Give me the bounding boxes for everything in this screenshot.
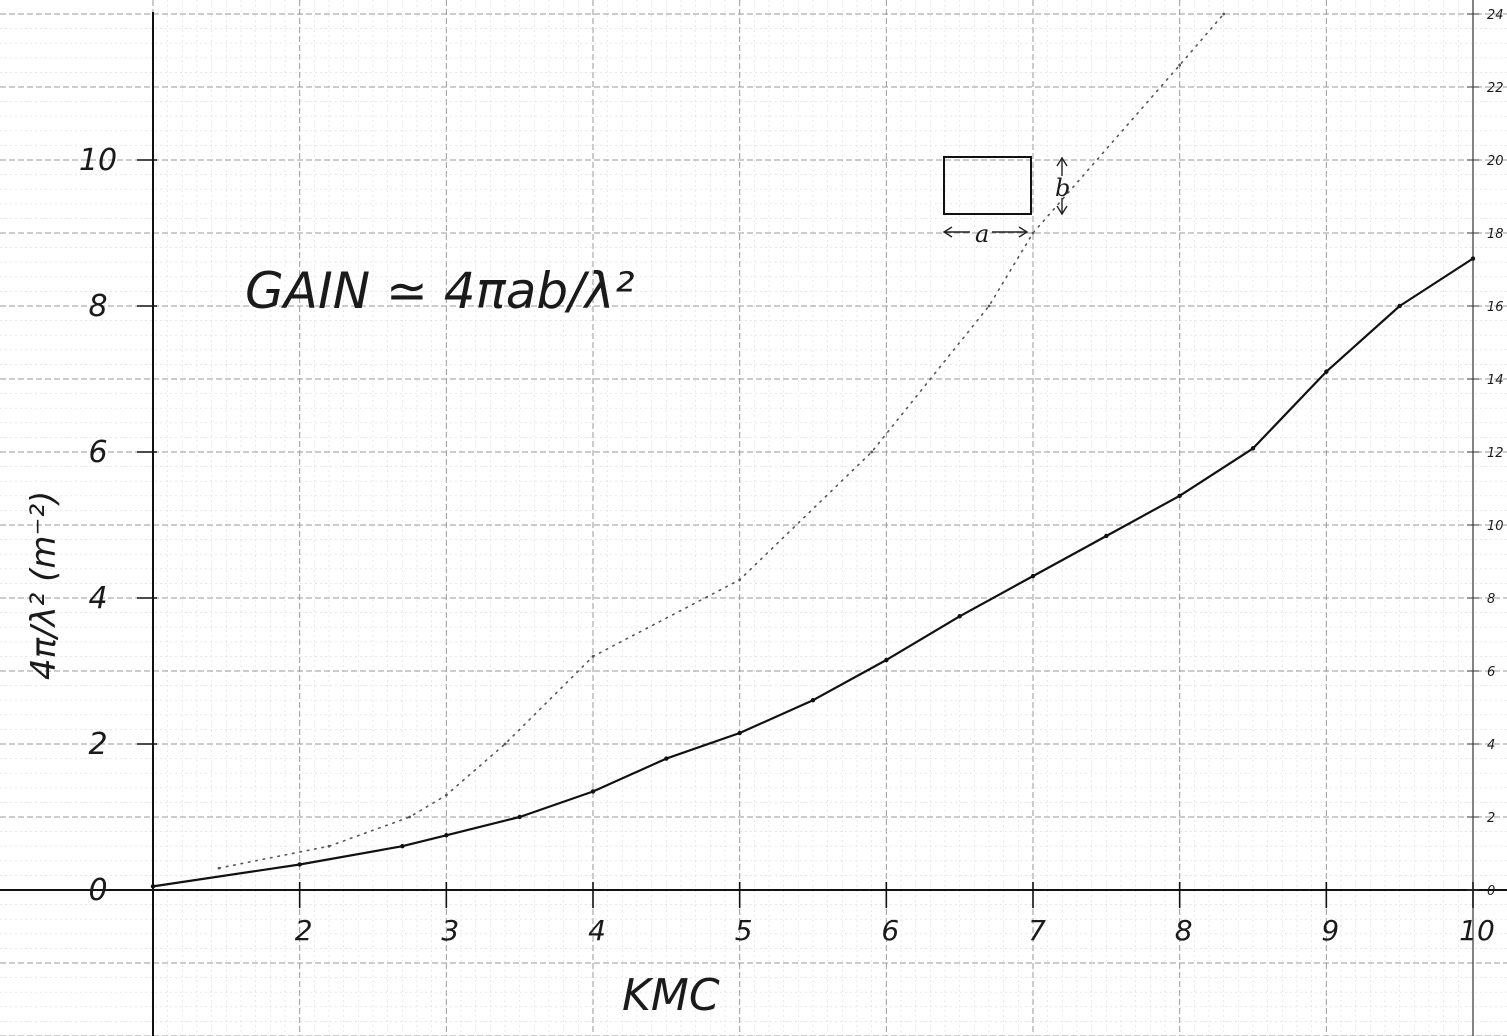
x-tick-label: 4 [588,914,606,947]
dotted-data-point [1178,63,1182,67]
y-axis-label: 4π/λ² (m⁻²) [24,491,64,680]
dotted-data-point [870,450,874,454]
series-solid-line [151,257,1475,888]
solid-data-point [957,614,962,619]
solid-data-point [590,789,596,794]
x-tick-label: 5 [735,914,753,947]
y2-tick-label: 16 [1487,300,1504,315]
solid-data-point [1030,573,1036,579]
dotted-data-point [503,742,507,746]
dotted-data-point [1222,12,1226,16]
dotted-data-point [217,866,221,870]
x-axis-label: KMC [622,970,720,1021]
data-series [150,12,1476,889]
solid-data-point [1104,533,1109,539]
solid-data-point [1397,303,1402,309]
solid-data-point [810,698,816,703]
y2-tick-label: 22 [1487,81,1504,96]
y2-tick-label: 4 [1487,738,1495,753]
y-tick-label: 4 [88,581,107,616]
dimension-b-label: b [1055,174,1070,202]
solid-data-point [664,756,669,761]
waveguide-aperture-diagram: a b [942,156,1070,248]
y2-tick-label: 0 [1487,884,1495,899]
y2-tick-label: 2 [1487,811,1495,826]
arrowhead-up [1056,156,1068,167]
x-tick-label: 10 [1459,914,1495,947]
solid-data-point [1250,446,1256,451]
solid-data-point [737,730,742,736]
x-tick-label: 2 [295,914,313,947]
dimension-a-label: a [975,220,989,248]
solid-data-point [400,844,405,849]
dotted-data-point [1031,231,1035,235]
solid-data-point [150,884,156,889]
solid-data-point [517,814,522,820]
solid-data-point [1324,369,1329,374]
x-tick-label: 7 [1028,914,1046,947]
x-tick-label: 6 [881,914,899,947]
solid-data-point [297,862,302,867]
aperture-rectangle [943,156,1032,215]
x-tick-label: 9 [1321,914,1339,947]
dotted-data-point [738,578,742,582]
dotted-data-point [408,815,412,819]
solid-data-point [1177,493,1182,498]
solid-data-point [1470,256,1476,261]
solid-data-point [444,833,449,838]
y2-tick-label: 18 [1487,227,1504,242]
solid-data-point [884,657,889,663]
y2-tick-label: 20 [1487,154,1504,169]
series-dotted-line [218,13,1225,869]
dotted-data-point [444,793,448,797]
arrowhead-left [942,226,953,238]
y-tick-label: 8 [88,289,107,324]
dotted-data-point [327,844,331,848]
gain-formula: GAIN ≃ 4πab/λ² [245,262,635,320]
y2-tick-label: 8 [1487,592,1495,607]
x-tick-label: 8 [1175,914,1193,947]
dotted-data-point [987,304,991,308]
y-tick-label: 10 [79,143,117,178]
dotted-data-point [591,655,595,658]
y2-tick-label: 14 [1487,373,1504,388]
arrowhead-right [1018,226,1029,238]
arrowhead-down [1056,205,1068,216]
y2-tick-label: 24 [1487,8,1504,23]
y-tick-label: 6 [88,435,107,470]
y-tick-label: 2 [88,727,107,762]
y2-tick-label: 12 [1487,446,1504,461]
x-tick-label: 3 [441,914,459,947]
y2-tick-label: 10 [1487,519,1504,534]
y-tick-label: 0 [88,873,107,908]
y2-tick-label: 6 [1487,665,1495,680]
